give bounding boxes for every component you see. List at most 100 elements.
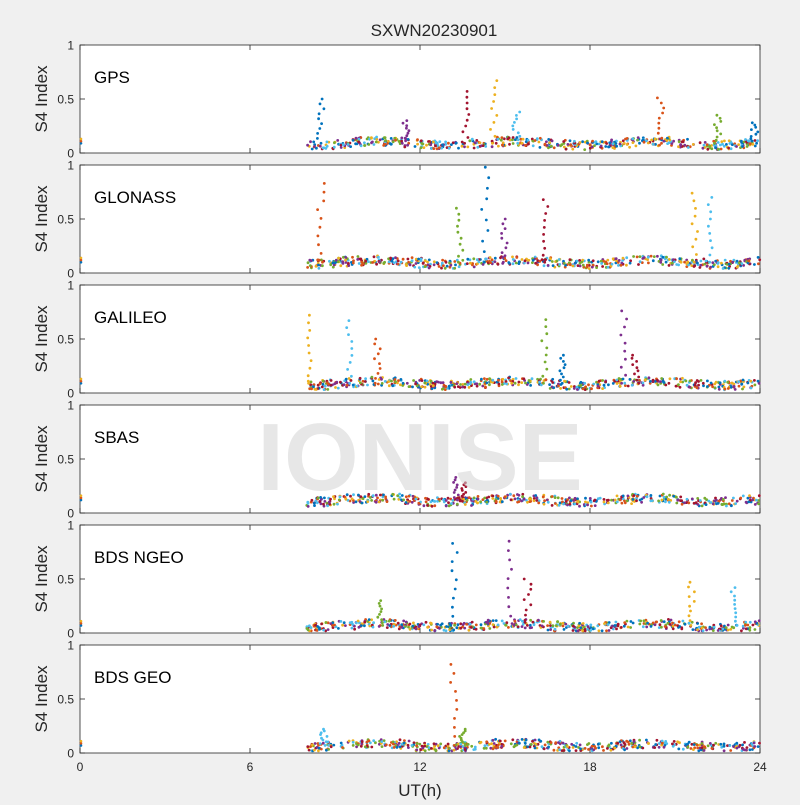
data-point <box>405 264 408 267</box>
data-point <box>350 354 354 357</box>
data-point <box>711 502 715 506</box>
data-point <box>742 385 746 389</box>
data-point <box>483 260 486 264</box>
x-tick-label: 6 <box>247 760 254 774</box>
data-point <box>309 745 312 748</box>
data-point <box>709 239 712 243</box>
data-point <box>355 621 358 625</box>
data-point <box>441 381 445 385</box>
data-point <box>618 498 622 502</box>
data-point <box>492 625 496 629</box>
data-point <box>529 587 533 591</box>
data-point <box>470 504 473 507</box>
data-point <box>623 349 627 353</box>
data-point <box>389 256 392 260</box>
data-point <box>342 621 346 625</box>
data-point <box>507 376 510 380</box>
data-point <box>457 265 461 269</box>
data-point <box>345 493 349 497</box>
data-point <box>623 743 627 746</box>
data-point <box>715 129 719 133</box>
data-point <box>513 138 517 142</box>
data-point <box>447 386 451 390</box>
data-point <box>740 629 743 633</box>
data-point <box>714 146 717 150</box>
data-point <box>641 138 645 142</box>
data-point <box>392 746 396 749</box>
data-point <box>449 663 453 666</box>
data-point <box>542 233 545 236</box>
data-point <box>748 748 752 752</box>
data-point <box>749 135 753 138</box>
data-point <box>538 380 541 384</box>
data-point <box>620 381 623 385</box>
data-point <box>325 144 329 148</box>
data-point <box>610 741 613 745</box>
data-point <box>363 620 367 624</box>
data-point <box>517 380 521 384</box>
data-point <box>700 746 704 749</box>
data-point <box>310 743 314 747</box>
data-point <box>332 502 336 506</box>
data-point <box>521 137 525 141</box>
data-point <box>573 496 577 500</box>
data-point <box>722 744 726 748</box>
data-point <box>641 625 645 629</box>
data-point <box>482 250 486 254</box>
data-point <box>614 261 618 265</box>
data-point <box>630 383 634 387</box>
data-point <box>539 383 543 387</box>
data-point <box>638 622 642 626</box>
y-tick-label: 1 <box>67 279 74 293</box>
data-point <box>453 623 456 627</box>
data-point <box>671 627 675 631</box>
data-point <box>602 749 605 752</box>
data-point <box>587 748 590 751</box>
data-point <box>578 504 581 508</box>
data-point <box>457 496 461 500</box>
data-point <box>515 117 518 121</box>
data-point <box>557 384 560 388</box>
panel-label: GALILEO <box>94 308 167 327</box>
data-point <box>383 620 387 624</box>
data-point <box>542 226 546 229</box>
data-point <box>685 497 689 501</box>
data-point <box>735 145 738 148</box>
data-point <box>459 742 463 746</box>
data-point <box>477 260 481 264</box>
data-point <box>686 146 690 149</box>
data-point <box>493 86 497 89</box>
data-point <box>360 501 364 505</box>
data-point <box>611 142 615 146</box>
data-point <box>371 261 374 264</box>
data-point <box>568 258 572 262</box>
data-point <box>497 378 500 382</box>
data-point <box>541 198 545 202</box>
data-point <box>398 745 402 749</box>
data-point <box>529 743 533 746</box>
data-point <box>756 130 760 134</box>
data-point <box>560 497 564 500</box>
data-point <box>503 227 507 231</box>
data-point <box>396 262 400 266</box>
data-point <box>662 620 666 624</box>
data-point <box>687 621 691 625</box>
data-point <box>449 263 453 267</box>
data-point <box>540 258 544 262</box>
data-point <box>632 740 636 743</box>
data-point <box>726 623 730 627</box>
y-axis-label: S4 Index <box>32 545 51 613</box>
data-point <box>435 261 439 264</box>
data-point <box>561 621 565 625</box>
data-point <box>466 145 470 149</box>
data-point <box>698 141 702 145</box>
data-point <box>611 624 614 628</box>
data-point <box>709 210 713 214</box>
data-point <box>556 496 560 500</box>
data-point <box>421 262 425 265</box>
data-point <box>359 495 363 498</box>
data-point <box>308 313 311 317</box>
y-tick-label: 1 <box>67 159 74 173</box>
data-point <box>524 738 528 742</box>
data-point <box>79 137 83 141</box>
